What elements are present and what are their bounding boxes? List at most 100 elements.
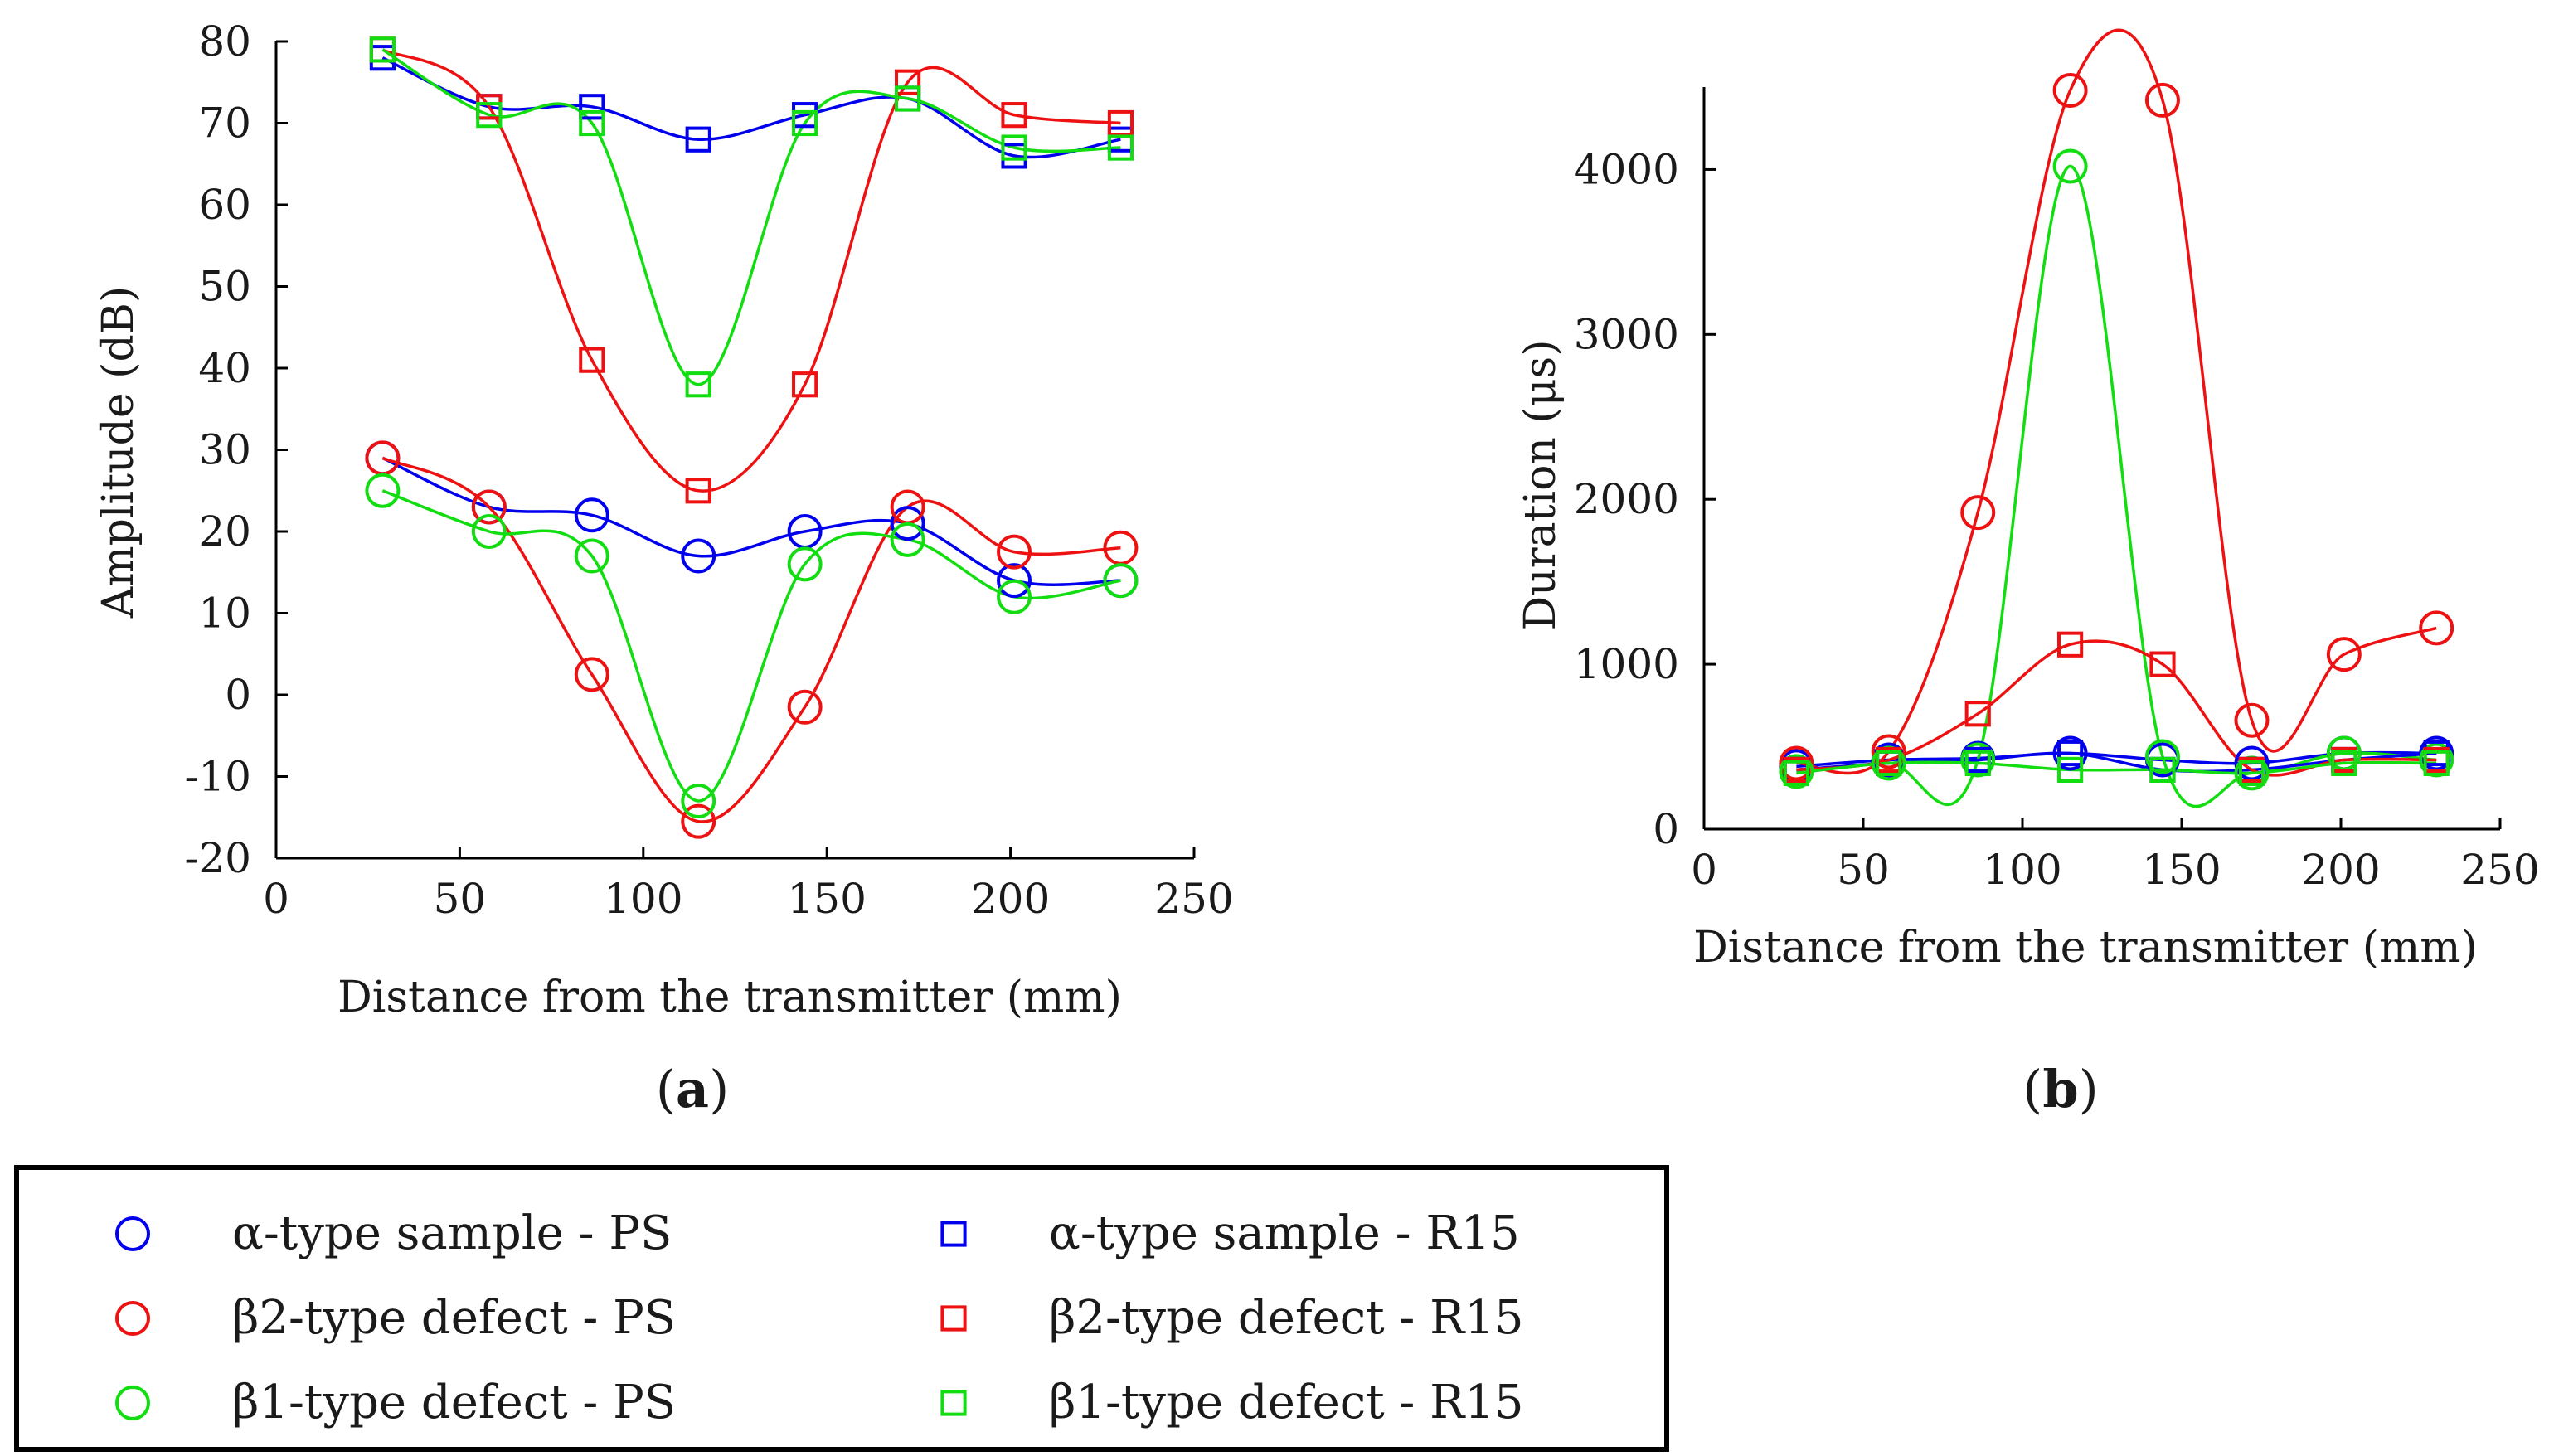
duration-data-point xyxy=(2057,631,2084,658)
duration-data-point xyxy=(2423,750,2450,777)
amplitude-data-point xyxy=(365,440,401,476)
duration-data-point xyxy=(1779,754,1814,789)
duration-data-point xyxy=(2326,735,2362,771)
amplitude-data-point xyxy=(1107,109,1134,137)
legend-label-0: α-type sample - PS xyxy=(232,1206,672,1260)
amplitude-data-point xyxy=(579,347,605,373)
duration-data-point xyxy=(1964,750,1991,777)
amplitude-series-line-0 xyxy=(381,456,1121,586)
amplitude-data-point xyxy=(895,69,921,95)
amplitude-y-tick-label: 50 xyxy=(198,263,251,311)
legend: α-type sample - PS β2-type defect - PS β1-… xyxy=(14,1165,1669,1452)
amplitude-x-tick-label: 150 xyxy=(787,875,866,923)
amplitude-data-point xyxy=(574,497,609,533)
amplitude-y-tick-label: -10 xyxy=(184,753,251,801)
amplitude-data-point xyxy=(1001,102,1027,129)
amplitude-y-tick-label: 40 xyxy=(198,344,251,392)
duration-series-line-4 xyxy=(1796,639,2437,777)
amplitude-data-point xyxy=(574,538,609,574)
amplitude-data-point xyxy=(369,36,396,63)
amplitude-chart-panel-label: (a) xyxy=(656,1059,730,1119)
duration-data-point xyxy=(1779,745,1814,781)
amplitude-data-point xyxy=(890,506,925,541)
duration-x-tick-label: 200 xyxy=(2301,846,2380,894)
duration-data-point xyxy=(2326,637,2362,672)
amplitude-data-point xyxy=(792,371,818,398)
duration-data-point xyxy=(2144,82,2180,118)
amplitude-data-point xyxy=(579,109,605,137)
amplitude-y-tick-label: 0 xyxy=(225,671,251,719)
amplitude-data-point xyxy=(681,538,716,574)
duration-y-tick-label: 2000 xyxy=(1574,475,1679,523)
duration-data-point xyxy=(1783,760,1809,786)
duration-data-point xyxy=(2419,610,2454,646)
amplitude-data-point xyxy=(574,657,609,692)
duration-series-line-1 xyxy=(1796,28,2437,775)
duration-data-point xyxy=(2238,760,2265,786)
amplitude-data-point xyxy=(787,546,823,582)
amplitude-series-line-3 xyxy=(381,56,1121,159)
duration-data-point xyxy=(2234,702,2270,738)
duration-data-point xyxy=(2057,740,2084,767)
duration-data-point xyxy=(1964,701,1991,727)
amplitude-data-point xyxy=(471,514,507,549)
amplitude-y-tick-label: 10 xyxy=(198,590,251,638)
amplitude-data-point xyxy=(787,689,823,725)
amplitude-data-point xyxy=(681,784,716,819)
amplitude-data-point xyxy=(1107,134,1134,161)
duration-x-tick-label: 150 xyxy=(2142,846,2221,894)
duration-data-point xyxy=(2149,756,2176,783)
amplitude-y-tick-label: -20 xyxy=(184,834,251,882)
duration-data-point xyxy=(2234,745,2270,781)
duration-series-line-2 xyxy=(1796,164,2437,808)
amplitude-series-line-4 xyxy=(381,48,1121,493)
amplitude-data-point xyxy=(685,126,711,153)
duration-y-tick-label: 4000 xyxy=(1574,145,1679,193)
amplitude-x-tick-label: 0 xyxy=(263,875,289,923)
amplitude-y-tick-label: 70 xyxy=(198,99,251,148)
legend-label-5: β1-type defect - R15 xyxy=(1049,1376,1524,1429)
legend-marker-1 xyxy=(115,1301,150,1336)
amplitude-data-point xyxy=(685,478,711,504)
amplitude-data-point xyxy=(1103,563,1139,599)
duration-data-point xyxy=(2052,148,2088,184)
amplitude-data-point xyxy=(792,109,818,137)
duration-data-point xyxy=(1876,750,1902,777)
amplitude-x-tick-label: 100 xyxy=(604,875,682,923)
legend-marker-4 xyxy=(940,1305,967,1332)
legend-label-3: α-type sample - R15 xyxy=(1049,1206,1520,1260)
amplitude-data-point xyxy=(471,489,507,525)
duration-x-tick-label: 250 xyxy=(2460,846,2539,894)
amplitude-x-tick-label: 250 xyxy=(1154,875,1233,923)
duration-x-tick-label: 100 xyxy=(1983,846,2061,894)
duration-data-point xyxy=(1960,495,1996,531)
duration-x-tick-label: 50 xyxy=(1837,846,1890,894)
legend-marker-2 xyxy=(115,1386,150,1420)
amplitude-data-point xyxy=(890,522,925,557)
duration-y-tick-label: 0 xyxy=(1653,805,1679,853)
amplitude-chart-xlabel: Distance from the transmitter (mm) xyxy=(337,973,1122,1022)
amplitude-series-line-5 xyxy=(381,48,1121,386)
duration-data-point xyxy=(2331,750,2357,777)
legend-label-1: β2-type defect - PS xyxy=(232,1291,676,1345)
amplitude-x-tick-label: 200 xyxy=(971,875,1050,923)
duration-chart: 0 50 100 150 200 250 0 1000 2000 3000 4000 Distanc… xyxy=(1516,28,2540,1119)
legend-marker-0 xyxy=(115,1216,150,1251)
amplitude-y-tick-label: 80 xyxy=(198,17,251,66)
amplitude-data-point xyxy=(685,371,711,398)
amplitude-data-point xyxy=(997,563,1032,599)
amplitude-data-point xyxy=(997,579,1032,614)
amplitude-data-point xyxy=(579,94,605,120)
amplitude-data-point xyxy=(1001,134,1027,161)
amplitude-series-line-2 xyxy=(381,489,1121,803)
amplitude-y-tick-label: 60 xyxy=(198,181,251,229)
amplitude-data-point xyxy=(369,36,396,63)
amplitude-data-point xyxy=(895,85,921,112)
amplitude-data-point xyxy=(476,102,503,129)
duration-y-tick-label: 1000 xyxy=(1574,640,1679,688)
amplitude-series-line-1 xyxy=(381,456,1121,823)
amplitude-y-tick-label: 20 xyxy=(198,507,251,556)
duration-data-point xyxy=(2052,735,2088,771)
duration-data-point xyxy=(2144,739,2180,774)
